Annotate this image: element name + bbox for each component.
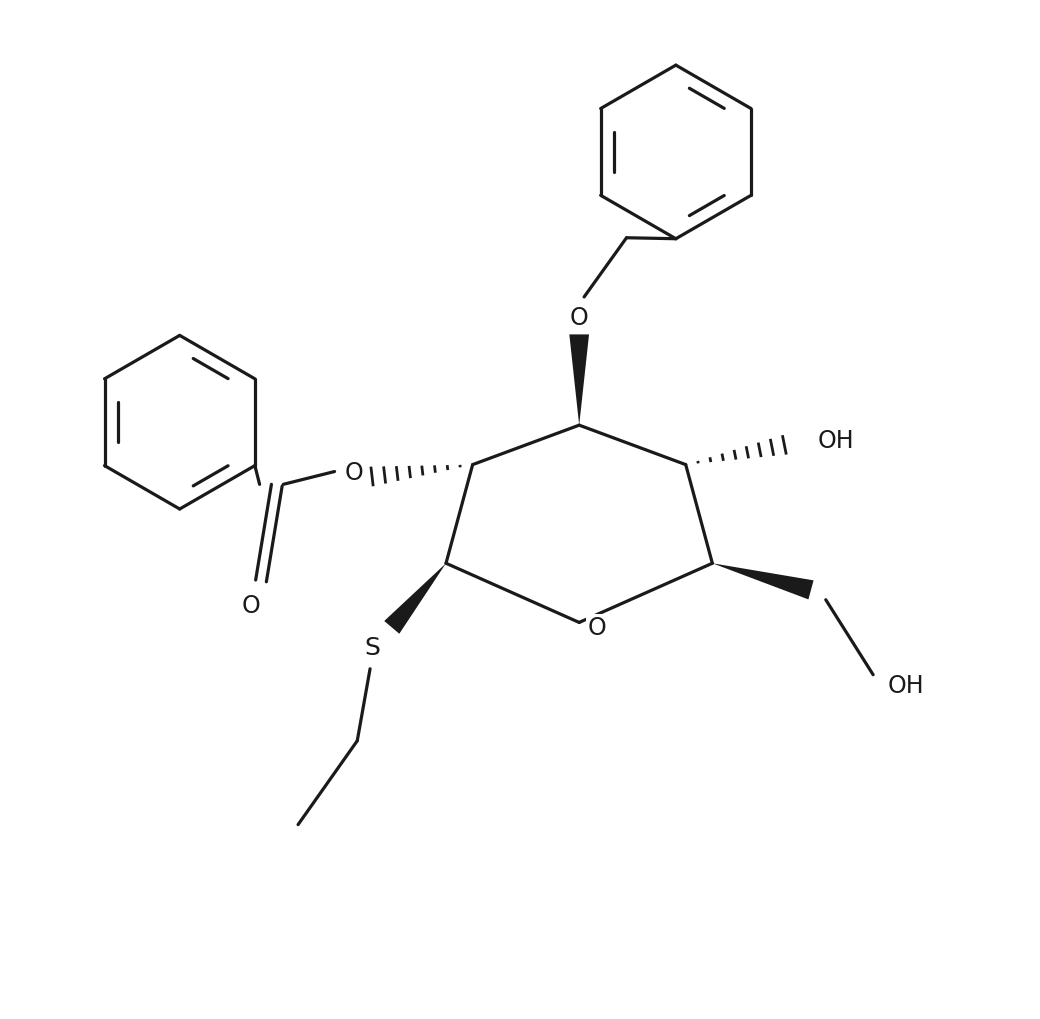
Text: O: O <box>345 460 364 484</box>
Text: O: O <box>241 593 260 618</box>
Text: OH: OH <box>888 673 925 697</box>
Polygon shape <box>569 335 589 426</box>
Text: O: O <box>570 306 589 329</box>
Text: OH: OH <box>817 429 855 452</box>
Text: O: O <box>588 615 606 640</box>
Polygon shape <box>384 564 446 634</box>
Polygon shape <box>712 564 813 600</box>
Text: S: S <box>364 636 380 659</box>
